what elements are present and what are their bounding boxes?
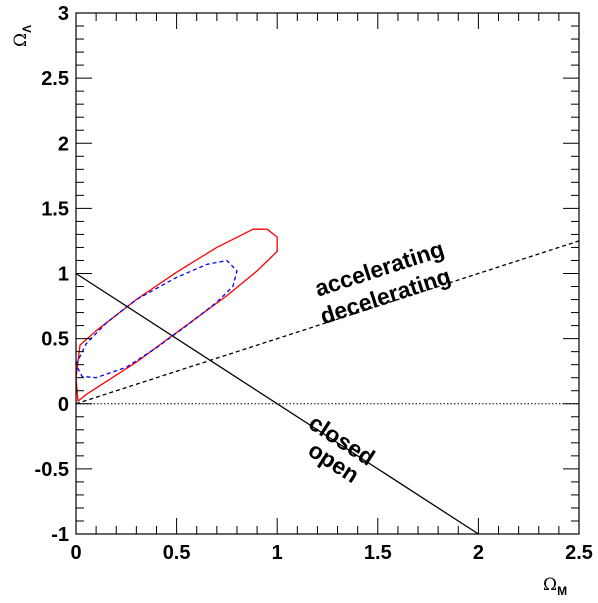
red-contour [75, 228, 278, 402]
y-tick-label: 0 [58, 394, 69, 416]
x-tick-label: 0.5 [163, 542, 191, 564]
y-tick-label: 1.5 [41, 198, 69, 220]
x-tick-label: 1 [272, 542, 283, 564]
x-tick-label: 1.5 [364, 542, 392, 564]
x-tick-labels: 0 0.5 1 1.5 2 2.5 [70, 542, 592, 564]
y-tick-label: -0.5 [35, 459, 69, 481]
y-axis-title: ΩΛ [11, 25, 34, 47]
x-tick-label: 2.5 [565, 542, 593, 564]
y-tick-label: 2 [58, 133, 69, 155]
plot-data [75, 228, 580, 535]
x-axis-title: ΩM [543, 575, 567, 598]
y-tick-label: 2.5 [41, 68, 69, 90]
x-tick-label: 2 [473, 542, 484, 564]
y-axis-symbol: Ω [11, 33, 31, 47]
series-line-3 [75, 272, 479, 535]
y-tick-label: 0.5 [41, 329, 69, 351]
x-axis-subscript: M [557, 584, 567, 598]
y-tick-label: -1 [51, 524, 69, 546]
y-tick-labels: -1 -0.5 0 0.5 1 1.5 2 2.5 3 [35, 3, 69, 546]
axis-ticks [75, 12, 580, 535]
x-tick-label: 0 [70, 542, 81, 564]
y-tick-label: 3 [58, 3, 69, 25]
blue-contour [75, 259, 238, 379]
y-tick-label: 1 [58, 264, 69, 286]
x-axis-symbol: Ω [543, 575, 557, 595]
y-axis-subscript: Λ [20, 25, 34, 33]
